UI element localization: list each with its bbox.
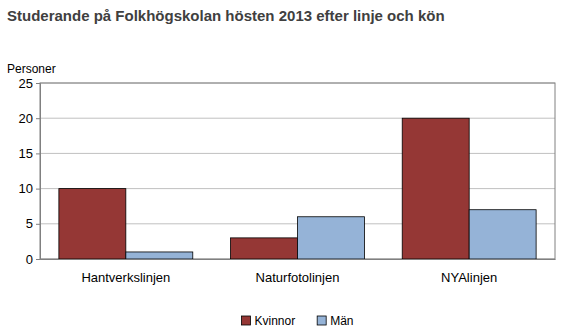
x-axis: Hantverkslinjen Naturfotolinjen NYAlinjen: [41, 259, 556, 285]
bar: [469, 210, 536, 259]
legend: Kvinnor Män: [241, 314, 353, 328]
tick-mark: [36, 189, 40, 190]
legend-label: Kvinnor: [254, 314, 295, 328]
bar: [59, 189, 126, 259]
y-axis-line: [36, 84, 41, 260]
tick: 10: [19, 181, 40, 196]
tick: Naturfotolinjen: [256, 259, 340, 285]
tick: Hantverkslinjen: [81, 259, 170, 285]
tick-mark: [36, 83, 40, 84]
bar: [298, 217, 365, 259]
tick-mark: [36, 224, 40, 225]
legend-item: Män: [317, 314, 353, 328]
legend-swatch: [317, 316, 326, 325]
series: [59, 118, 469, 259]
title: Studerande på Folkhögskolan hösten 2013 …: [7, 7, 445, 24]
y-axis: 0 5 10 15 20 25: [19, 76, 41, 267]
bar: [126, 252, 193, 259]
tick-label: NYAlinjen: [441, 270, 497, 285]
tick-mark: [36, 118, 40, 119]
legend-label: Män: [330, 314, 353, 328]
tick-mark: [36, 153, 40, 154]
bars: [59, 118, 536, 259]
tick-label: Hantverkslinjen: [81, 270, 170, 285]
tick: 0: [26, 252, 40, 267]
y-axis-label: Personer: [7, 62, 56, 76]
bar: [402, 118, 469, 259]
tick-label: 5: [26, 216, 33, 231]
tick-mark: [36, 259, 40, 260]
tick-label: 15: [19, 146, 33, 161]
tick: 25: [19, 76, 40, 91]
tick: NYAlinjen: [441, 259, 497, 285]
tick-label: Naturfotolinjen: [256, 270, 340, 285]
bar: [231, 238, 298, 259]
legend-item: Kvinnor: [241, 314, 295, 328]
grid-line: [40, 118, 555, 119]
chart: Studerande på Folkhögskolan hösten 2013 …: [0, 0, 570, 336]
grid-line: [40, 153, 555, 154]
tick-label: 0: [26, 252, 33, 267]
x-axis-line: [41, 259, 556, 260]
tick-label: 20: [19, 111, 33, 126]
tick: 5: [26, 216, 40, 231]
tick-label: 25: [19, 76, 33, 91]
tick: 15: [19, 146, 40, 161]
tick-label: 10: [19, 181, 33, 196]
grid: [40, 83, 555, 259]
series: [126, 210, 536, 259]
plot-frame: [40, 83, 555, 259]
legend-swatch: [241, 316, 250, 325]
tick: 20: [19, 111, 40, 126]
plot: 0 5 10 15 20 25 Hantverkslinjen Naturfotolinjen…: [19, 76, 556, 285]
